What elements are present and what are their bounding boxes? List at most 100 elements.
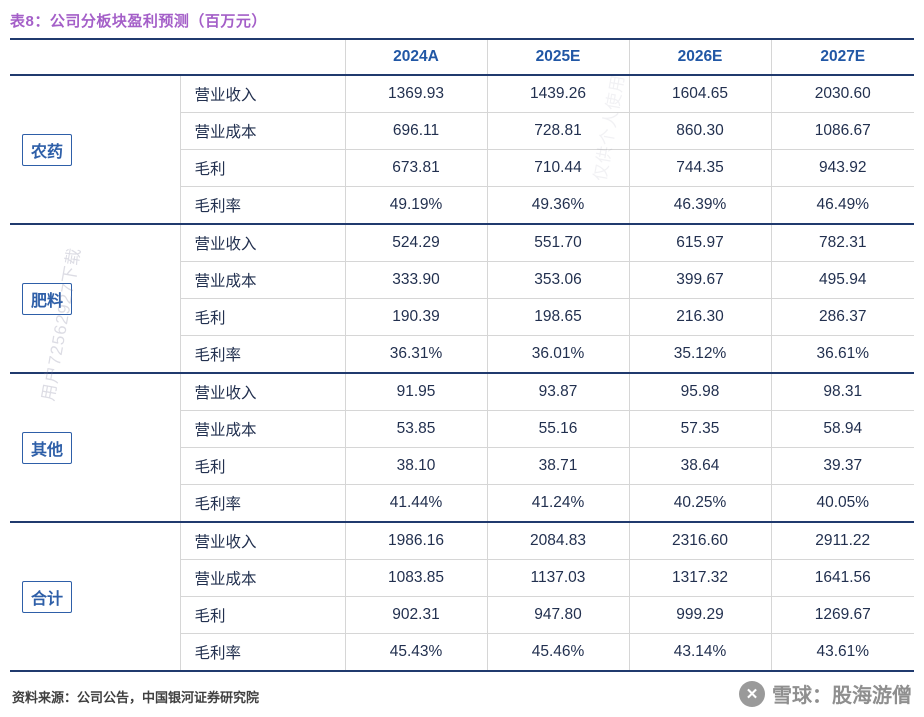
table-row: 毛利率 45.43% 45.46% 43.14% 43.61% (10, 633, 914, 672)
value-cell: 782.31 (770, 224, 914, 262)
value-cell: 55.16 (486, 410, 629, 448)
value-cell: 902.31 (344, 596, 487, 634)
header-year-2026e: 2026E (628, 39, 771, 76)
value-cell: 41.24% (486, 484, 629, 523)
header-year-2027e: 2027E (770, 39, 914, 76)
value-cell: 93.87 (486, 373, 629, 411)
value-cell: 40.25% (628, 484, 771, 523)
value-cell: 49.19% (344, 186, 487, 225)
value-cell: 39.37 (770, 447, 914, 485)
value-cell: 190.39 (344, 298, 487, 336)
value-cell: 43.61% (770, 633, 914, 672)
value-cell: 710.44 (486, 149, 629, 187)
value-cell: 2911.22 (770, 522, 914, 560)
value-cell: 399.67 (628, 261, 771, 299)
value-cell: 36.01% (486, 335, 629, 374)
value-cell: 36.31% (344, 335, 487, 374)
branding: ✕ 雪球：股海游僧 (739, 679, 912, 708)
metric-label: 毛利率 (179, 484, 345, 523)
value-cell: 98.31 (770, 373, 914, 411)
table-row: 毛利 190.39 198.65 216.30 286.37 (10, 298, 914, 336)
metric-label: 毛利率 (179, 633, 345, 672)
metric-label: 营业收入 (179, 224, 345, 262)
value-cell: 999.29 (628, 596, 771, 634)
metric-label: 毛利 (179, 149, 345, 187)
value-cell: 943.92 (770, 149, 914, 187)
xueqiu-logo-icon: ✕ (739, 680, 765, 707)
segment-label: 农药 (22, 133, 73, 166)
metric-label: 营业成本 (179, 112, 345, 150)
value-cell: 58.94 (770, 410, 914, 448)
metric-label: 毛利 (179, 596, 345, 634)
value-cell: 95.98 (628, 373, 771, 411)
value-cell: 1269.67 (770, 596, 914, 634)
value-cell: 673.81 (344, 149, 487, 187)
metric-label: 营业成本 (179, 410, 345, 448)
value-cell: 46.39% (628, 186, 771, 225)
value-cell: 286.37 (770, 298, 914, 336)
value-cell: 615.97 (628, 224, 771, 262)
table-row: 毛利率 41.44% 41.24% 40.25% 40.05% (10, 484, 914, 523)
source-note: 资料来源：公司公告，中国银河证券研究院 (12, 690, 260, 705)
value-cell: 38.64 (628, 447, 771, 485)
value-cell: 45.43% (344, 633, 487, 672)
metric-label: 营业收入 (179, 75, 345, 113)
table-row: 毛利率 49.19% 49.36% 46.39% 46.49% (10, 186, 914, 225)
value-cell: 2316.60 (628, 522, 771, 560)
table-row: 农药 营业收入 1369.93 1439.26 1604.65 2030.60 (10, 75, 914, 225)
table-row: 毛利 902.31 947.80 999.29 1269.67 (10, 596, 914, 634)
header-blank-cell (10, 39, 345, 76)
segment-cell: 合计 (10, 522, 180, 672)
value-cell: 1137.03 (486, 559, 629, 597)
table-title: 表8：公司分板块盈利预测（百万元） (10, 13, 267, 30)
value-cell: 40.05% (770, 484, 914, 523)
profit-forecast-table: 2024A 2025E 2026E 2027E 农药 营业收入 1369.93 143… (10, 38, 914, 672)
value-cell: 216.30 (628, 298, 771, 336)
metric-label: 营业成本 (179, 261, 345, 299)
table-body: 农药 营业收入 1369.93 1439.26 1604.65 2030.60 营业成本 69… (10, 75, 914, 672)
value-cell: 91.95 (344, 373, 487, 411)
table-row: 合计 营业收入 1986.16 2084.83 2316.60 2911.22 (10, 522, 914, 672)
value-cell: 46.49% (770, 186, 914, 225)
table-row: 营业成本 696.11 728.81 860.30 1086.67 (10, 112, 914, 150)
header-year-2025e: 2025E (486, 39, 629, 76)
metric-label: 毛利 (179, 447, 345, 485)
table-row: 营业成本 53.85 55.16 57.35 58.94 (10, 410, 914, 448)
header-row: 2024A 2025E 2026E 2027E (10, 39, 914, 76)
value-cell: 41.44% (344, 484, 487, 523)
value-cell: 1439.26 (486, 75, 629, 113)
value-cell: 1083.85 (344, 559, 487, 597)
metric-label: 营业成本 (179, 559, 345, 597)
table-row: 毛利率 36.31% 36.01% 35.12% 36.61% (10, 335, 914, 374)
metric-label: 毛利率 (179, 335, 345, 374)
value-cell: 744.35 (628, 149, 771, 187)
branding-label: 雪球：股海游僧 (772, 685, 912, 707)
metric-label: 毛利率 (179, 186, 345, 225)
value-cell: 524.29 (344, 224, 487, 262)
metric-label: 毛利 (179, 298, 345, 336)
table-row: 肥料 营业收入 524.29 551.70 615.97 782.31 (10, 224, 914, 374)
value-cell: 1986.16 (344, 522, 487, 560)
value-cell: 35.12% (628, 335, 771, 374)
value-cell: 947.80 (486, 596, 629, 634)
segment-cell: 其他 (10, 373, 180, 523)
metric-label: 营业收入 (179, 522, 345, 560)
value-cell: 860.30 (628, 112, 771, 150)
value-cell: 45.46% (486, 633, 629, 672)
table-row: 其他 营业收入 91.95 93.87 95.98 98.31 (10, 373, 914, 523)
table-row: 毛利 38.10 38.71 38.64 39.37 (10, 447, 914, 485)
value-cell: 36.61% (770, 335, 914, 374)
table-row: 营业成本 1083.85 1137.03 1317.32 1641.56 (10, 559, 914, 597)
value-cell: 1604.65 (628, 75, 771, 113)
value-cell: 49.36% (486, 186, 629, 225)
header-year-2024a: 2024A (344, 39, 487, 76)
value-cell: 696.11 (344, 112, 487, 150)
table-row: 毛利 673.81 710.44 744.35 943.92 (10, 149, 914, 187)
metric-label: 营业收入 (179, 373, 345, 411)
segment-label: 肥料 (22, 282, 73, 315)
segment-cell: 肥料 (10, 224, 180, 374)
value-cell: 38.71 (486, 447, 629, 485)
value-cell: 1086.67 (770, 112, 914, 150)
value-cell: 38.10 (344, 447, 487, 485)
